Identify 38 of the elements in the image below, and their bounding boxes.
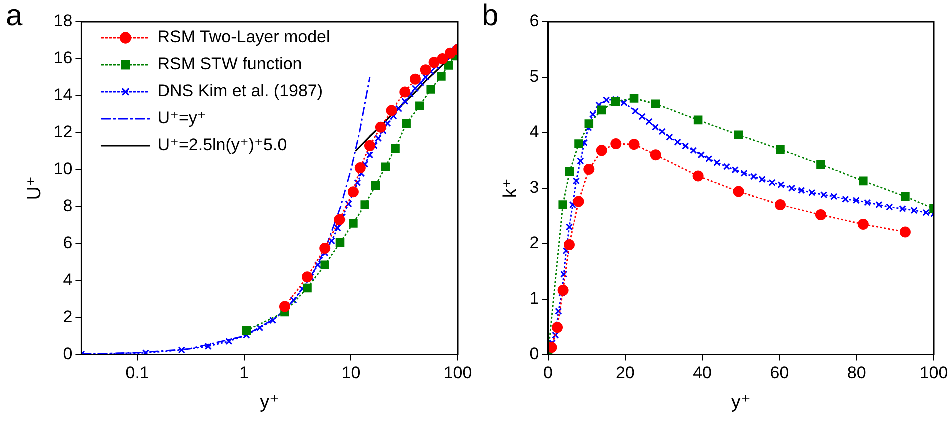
x-axis-title: y⁺ <box>731 392 751 413</box>
y-tick-label: 12 <box>54 122 73 142</box>
x-axis-title: y⁺ <box>260 392 280 413</box>
y-tick-label: 18 <box>54 12 73 31</box>
x-tick-label: 0.1 <box>126 364 150 383</box>
y-tick-label: 4 <box>530 122 540 142</box>
legend-label: RSM STW function <box>158 54 302 74</box>
x-tick-label: 20 <box>616 364 635 383</box>
x-tick-label: 100 <box>920 364 948 383</box>
y-tick-label: 8 <box>63 196 73 216</box>
y-axis-title: U⁺ <box>24 176 46 200</box>
y-tick-label: 5 <box>530 67 540 86</box>
legend-label: DNS Kim et al. (1987) <box>158 82 324 101</box>
y-tick-label: 10 <box>54 160 73 179</box>
y-tick-label: 2 <box>530 234 540 253</box>
legend-label: U⁺=2.5ln(y⁺)⁺5.0 <box>158 136 288 155</box>
x-tick-label: 80 <box>847 364 866 383</box>
y-tick-label: 6 <box>530 12 540 31</box>
y-axis-title: k⁺ <box>500 178 522 198</box>
x-tick-label: 10 <box>342 364 361 383</box>
legend-label: RSM Two-Layer model <box>158 28 330 47</box>
chart-title: a <box>6 0 23 32</box>
x-tick-label: 100 <box>444 364 472 383</box>
y-tick-label: 2 <box>63 308 73 327</box>
y-tick-label: 16 <box>54 48 73 68</box>
x-tick-label: 1 <box>240 364 250 383</box>
chart-title: b <box>482 0 499 32</box>
y-tick-label: 1 <box>530 289 540 308</box>
y-tick-label: 4 <box>63 270 73 290</box>
x-tick-label: 0 <box>544 364 553 383</box>
y-tick-label: 0 <box>63 344 73 364</box>
x-tick-label: 40 <box>693 364 712 383</box>
legend-label: U⁺=y⁺ <box>158 108 206 128</box>
x-tick-label: 60 <box>770 364 790 383</box>
y-tick-label: 0 <box>530 344 540 364</box>
y-tick-label: 14 <box>54 86 73 105</box>
y-tick-label: 3 <box>530 178 540 198</box>
y-tick-label: 6 <box>63 234 73 253</box>
